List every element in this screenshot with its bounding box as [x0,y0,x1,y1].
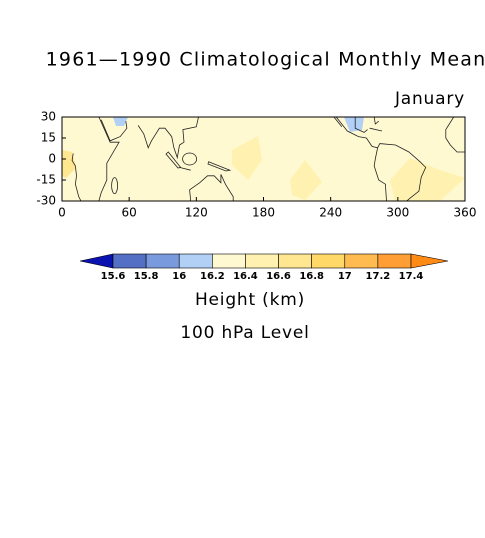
colorbar-tick-label: 15.6 [101,271,126,282]
colorbar-box [278,253,312,269]
colorbar-box [311,253,346,269]
map [62,117,465,201]
level-label: 100 hPa Level [180,323,309,343]
x-tick-label: 360 [454,206,477,220]
contour-patch [232,136,262,180]
chart-subtitle: January [394,89,465,109]
x-tick-label: 240 [319,206,342,220]
y-tick-label: 30 [41,110,56,124]
colorbar-tick-label: 16 [172,271,186,282]
x-tick-label: 300 [386,206,409,220]
colorbar-box [112,253,147,269]
colorbar-label: Height (km) [195,290,305,310]
contour-patch [390,158,465,201]
y-tick-label: 15 [41,131,56,145]
colorbar-box [178,253,213,269]
colorbar-tick-label: 17 [338,271,352,282]
axes: 0 60 120 180 240 300 360 30 15 0 -15 -30 [36,110,476,220]
y-tick-label: -30 [36,194,56,208]
y-tick-label: 0 [48,152,56,166]
coastlines [71,117,465,201]
colorbar-tick-label: 16.8 [299,271,324,282]
chart-title: 1961—1990 Climatological Monthly Mean [46,49,485,71]
colorbar: 15.6 15.8 16 16.2 16.4 16.6 16.8 17 17.2 17.4 [79,253,449,282]
x-tick-label: 0 [58,206,66,220]
colorbar-box [377,253,412,269]
colorbar-box [245,253,279,269]
x-tick-label: 180 [252,206,275,220]
colorbar-extend-low [79,253,114,269]
x-tick-label: 120 [185,206,208,220]
contour-patch [344,117,364,132]
x-tick-label: 60 [122,206,137,220]
contour-patch [113,117,128,126]
colorbar-extend-high [410,253,449,269]
colorbar-box [212,253,246,269]
contour-patch [290,160,322,200]
colorbar-tick-label: 17.4 [399,271,424,282]
colorbar-tick-label: 15.8 [134,271,159,282]
colorbar-box [145,253,180,269]
contour-patches [62,117,465,201]
colorbar-box [344,253,379,269]
colorbar-tick-label: 16.2 [200,271,225,282]
colorbar-tick-label: 17.2 [366,271,391,282]
colorbar-tick-label: 16.6 [266,271,291,282]
y-tick-label: -15 [36,173,56,187]
colorbar-tick-label: 16.4 [233,271,258,282]
